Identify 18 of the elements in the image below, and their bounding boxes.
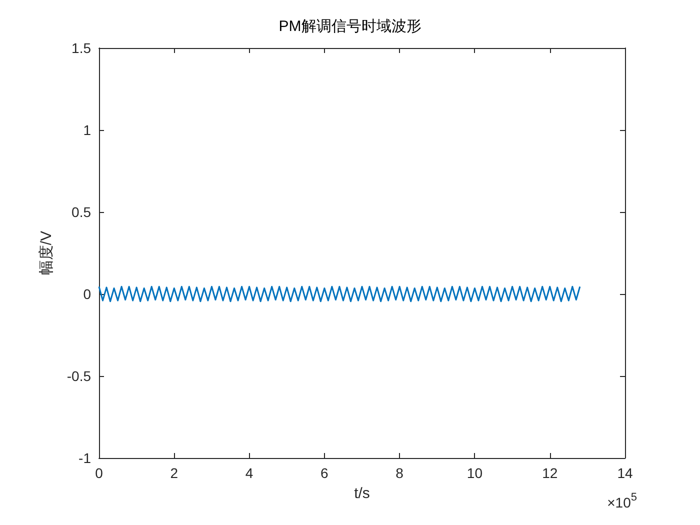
x-tick-label: 10 [466,465,483,481]
line-series [98,286,581,302]
x-tick-label: 0 [95,465,104,481]
x-tick-label: 6 [320,465,329,481]
y-tick-label: 0.5 [72,204,92,220]
y-tick-label: -1 [78,450,92,466]
x-tick-label: 12 [542,465,558,481]
y-tick-label: 1.5 [72,40,92,56]
y-tick-label: 0 [83,286,92,302]
x-tick-label: 4 [245,465,254,481]
y-tick-label: -0.5 [66,368,92,384]
y-axis-title: 幅度/V [38,230,55,276]
x-tick-label: 8 [396,465,404,481]
y-tick-label: 1 [83,122,92,138]
x-axis-title: t/s [354,485,370,502]
x-tick-label: 14 [617,465,633,481]
x-tick-label: 2 [170,465,178,481]
chart-title: PM解调信号时域波形 [278,18,422,35]
